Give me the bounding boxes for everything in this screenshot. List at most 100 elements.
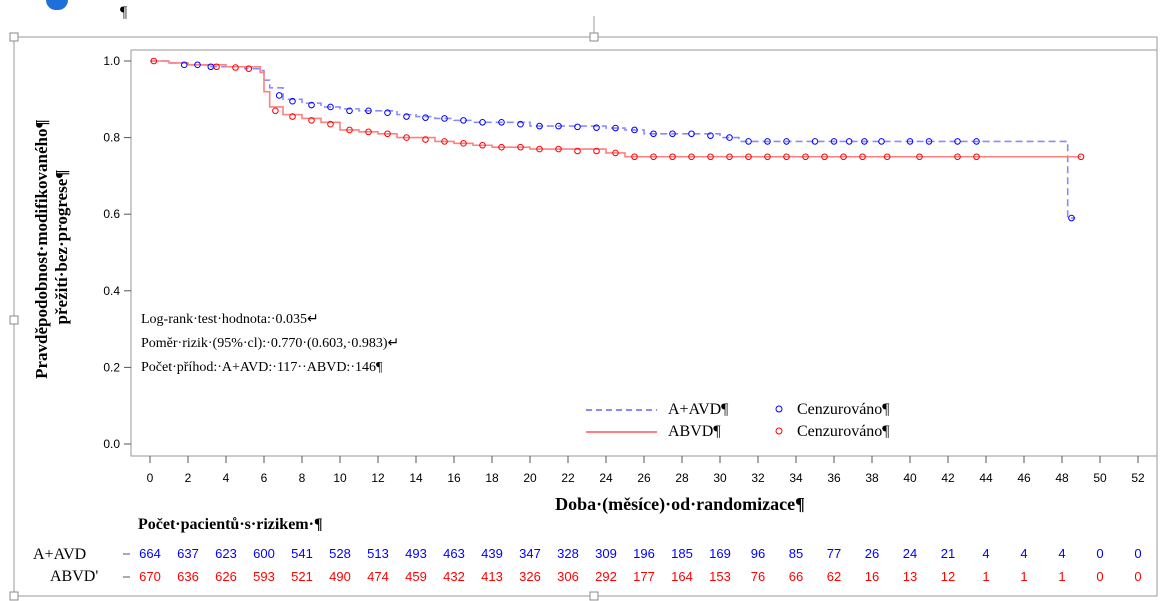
risk-row-label-abvd: ABVD' [50,568,98,585]
censor-mark-abvd [669,153,676,161]
y-tick-label: 0.6 [103,207,120,221]
x-tick-label: 32 [751,471,765,485]
legend-censor-abvd [775,427,783,435]
censor-mark-abvd [327,120,334,128]
handle-bottom-middle[interactable] [589,591,599,601]
x-axis: 0 2 4 6 8 10 12 14 16 18 20 22 24 26 28 30 32 34 36 38 40 42 4… [147,456,1145,485]
risk-count: 528 [329,546,351,561]
y-tick-label: 0.0 [103,437,120,451]
risk-count: 21 [941,546,955,561]
x-tick-label: 48 [1055,471,1069,485]
censor-mark-abvd [460,140,467,147]
risk-count: 306 [557,569,579,584]
censor-mark-abvd [840,153,847,161]
censor-mark-abvd [631,153,638,161]
risk-count: 490 [329,569,351,584]
risk-count: 16 [865,569,879,584]
censor-mark-abvd [213,63,220,71]
censor-mark-avd [365,107,372,115]
x-axis-label: Doba·(měsíce)·od·randomizace¶ [555,494,805,515]
censor-mark-avd [517,120,524,128]
risk-count: 432 [443,569,465,584]
censor-mark-abvd [612,149,619,157]
censor-mark-abvd [574,147,581,155]
censor-mark-avd [403,113,410,120]
risk-count: 600 [253,546,275,561]
censor-mark-abvd [593,147,600,155]
risk-count: 541 [291,546,313,561]
censor-mark-abvd [916,153,923,161]
top-app-icon [46,0,68,10]
x-tick-label: 12 [371,471,385,485]
censor-mark-avd [726,134,733,141]
risk-count: 513 [367,546,389,561]
risk-count: 1 [1020,569,1027,584]
legend-censor-avd [775,405,783,413]
censor-marks [150,57,1085,222]
risk-table-values: 664 637 623 600 541 528 513 493 463 439 347 328 309 1… [139,546,1141,584]
x-tick-label: 20 [523,471,537,485]
risk-count: 459 [405,569,427,584]
censor-mark-abvd [883,153,891,161]
risk-count: 196 [633,546,655,561]
censor-mark-abvd [384,130,391,138]
risk-count: 463 [443,546,465,561]
censor-mark-avd [764,138,771,145]
annotation-hazard-ratio: Poměr·rizik·(95%·cl):·0.770·(0.603,·0.98… [141,336,399,351]
censor-mark-abvd [726,153,733,161]
legend-censored-avd: Cenzurováno¶ [797,401,890,418]
censor-mark-avd [194,61,201,69]
censor-mark-avd [830,138,838,145]
y-axis-label-line2: přežití·bez·progrese¶ [52,170,71,325]
risk-count: 164 [671,569,693,584]
risk-count: 185 [671,546,693,561]
risk-count: 413 [481,569,503,584]
handle-top-left[interactable] [9,32,19,42]
censor-mark-abvd [232,64,239,71]
censor-mark-abvd [707,153,714,161]
annotation-event-count: Počet·příhod:·A+AVD:·117··ABVD:·146¶ [141,360,383,375]
y-tick-label: 0.2 [103,360,120,374]
censor-mark-abvd [517,143,524,151]
censor-mark-avd [631,126,638,134]
x-tick-label: 26 [637,471,651,485]
censor-mark-avd [906,138,914,145]
x-tick-label: 38 [865,471,879,485]
censor-mark-avd [479,118,486,126]
censor-mark-avd [289,97,296,105]
legend-censored-abvd: Cenzurováno¶ [797,423,890,440]
y-tick-label: 0.8 [103,131,120,145]
x-tick-label: 46 [1017,471,1031,485]
paragraph-mark: ¶ [120,4,128,21]
censor-mark-avd [346,107,353,115]
risk-count: 77 [827,546,841,561]
censor-mark-abvd [821,153,828,161]
plot-area [130,49,1158,457]
censor-mark-abvd [745,153,752,161]
censor-mark-avd [688,130,695,138]
risk-count: 169 [709,546,731,561]
risk-count: 328 [557,546,579,561]
risk-count: 0 [1134,569,1141,584]
risk-count: 1 [1058,569,1065,584]
censor-mark-abvd [650,153,657,161]
x-tick-label: 44 [979,471,993,485]
handle-top-middle[interactable] [589,32,599,42]
handle-middle-left[interactable] [9,315,19,325]
censor-mark-abvd [783,153,790,161]
risk-count: 636 [177,569,199,584]
censor-mark-abvd [764,153,771,161]
handle-bottom-left[interactable] [9,591,19,601]
risk-count: 153 [709,569,731,584]
risk-count: 96 [751,546,765,561]
censor-mark-avd [650,130,657,138]
x-tick-label: 16 [447,471,461,485]
x-tick-label: 40 [903,471,917,485]
censor-mark-avd [422,114,429,121]
x-tick-label: 8 [299,471,306,485]
censor-mark-abvd [403,134,410,141]
selection-handles[interactable] [9,32,599,601]
censor-mark-abvd [688,153,695,161]
risk-count: 309 [595,546,617,561]
risk-count: 76 [751,569,765,584]
